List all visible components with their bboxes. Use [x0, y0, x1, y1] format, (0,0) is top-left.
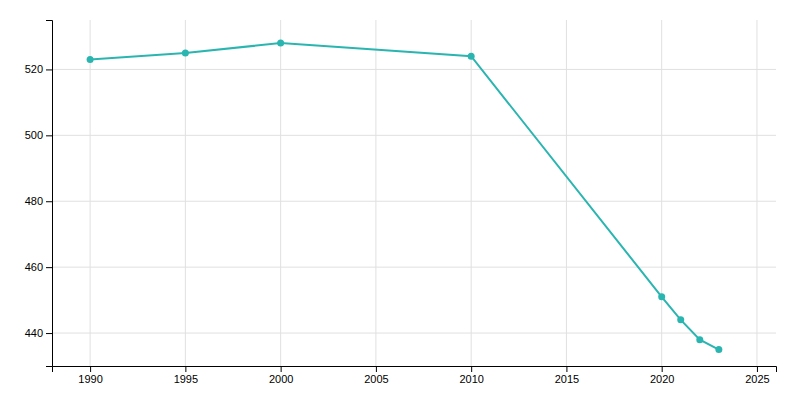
x-tick: 2005	[364, 366, 388, 385]
x-tick-label: 1990	[78, 373, 102, 385]
point	[468, 53, 475, 60]
x-tick: 2020	[650, 366, 674, 385]
y-tick-label: 440	[25, 327, 43, 339]
grid-line-y	[52, 69, 776, 70]
x-tick-mark	[185, 366, 186, 372]
x-tick-label: 2000	[269, 373, 293, 385]
x-tick-mark	[471, 366, 472, 372]
x-tick: 2000	[269, 366, 293, 385]
x-tick-label: 2015	[555, 373, 579, 385]
point	[277, 40, 284, 47]
x-tick-label: 2005	[364, 373, 388, 385]
point	[696, 336, 703, 343]
y-tick: 440	[25, 327, 52, 339]
x-tick: 1995	[174, 366, 198, 385]
x-tick-mark	[90, 366, 91, 372]
chart: 1990 1995 2000 2005 2010 2015 2020 2025 440 460 48…	[0, 0, 800, 400]
x-tick: 2025	[745, 366, 769, 385]
y-tick-mark	[46, 135, 52, 136]
grid-line-y	[52, 333, 776, 334]
y-tick-mark	[46, 201, 52, 202]
point	[182, 49, 189, 56]
x-tick-label: 2025	[745, 373, 769, 385]
x-tick: 2010	[459, 366, 483, 385]
x-tick: 1990	[78, 366, 102, 385]
y-tick-label: 500	[25, 129, 43, 141]
grid-line-y	[52, 267, 776, 268]
x-tick-mark	[376, 366, 377, 372]
grid-line-x	[756, 20, 757, 366]
x-tick-label: 1995	[174, 373, 198, 385]
grid-line-x	[90, 20, 91, 366]
x-tick-mark	[281, 366, 282, 372]
x-tick-label: 2020	[650, 373, 674, 385]
x-tick-mark	[662, 366, 663, 372]
x-axis-line	[53, 367, 777, 373]
grid-line-x	[566, 20, 567, 366]
point	[658, 293, 665, 300]
grid	[52, 20, 776, 366]
grid-line-x	[280, 20, 281, 366]
x-tick: 2015	[555, 366, 579, 385]
y-tick-mark	[46, 267, 52, 268]
y-tick: 500	[25, 129, 52, 141]
marks	[87, 40, 723, 353]
point	[87, 56, 94, 63]
y-tick-label: 460	[25, 261, 43, 273]
grid-line-x	[471, 20, 472, 366]
x-tick-mark	[566, 366, 567, 372]
point	[677, 316, 684, 323]
x-tick-mark	[757, 366, 758, 372]
grid-line-x	[185, 20, 186, 366]
y-axis-line	[46, 21, 53, 367]
grid-line-y	[52, 201, 776, 202]
grid-line-y	[52, 135, 776, 136]
y-tick: 520	[25, 63, 52, 75]
plot-area: 1990 1995 2000 2005 2010 2015 2020 2025 440 460 48…	[25, 20, 777, 385]
x-axis: 1990 1995 2000 2005 2010 2015 2020 2025	[53, 366, 777, 385]
grid-line-x	[375, 20, 376, 366]
point	[715, 346, 722, 353]
grid-line-x	[661, 20, 662, 366]
y-tick-mark	[46, 69, 52, 70]
y-tick-label: 480	[25, 195, 43, 207]
y-tick-mark	[46, 333, 52, 334]
y-tick-label: 520	[25, 63, 43, 75]
x-tick-label: 2010	[459, 373, 483, 385]
line	[90, 43, 719, 349]
y-tick: 480	[25, 195, 52, 207]
y-axis: 440 460 480 500 520	[25, 21, 53, 367]
y-tick: 460	[25, 261, 52, 273]
